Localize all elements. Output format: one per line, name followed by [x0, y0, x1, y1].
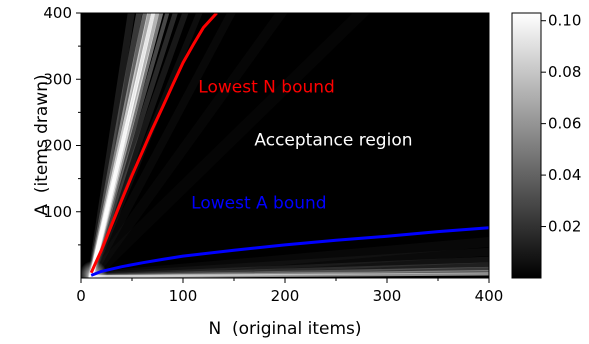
- x-axis: 0 100 200 300 400: [76, 278, 503, 305]
- heatmap-band: [87, 247, 489, 278]
- colorbar-tick-label: 0.02: [548, 218, 581, 236]
- colorbar: 0.02 0.04 0.06 0.08 0.10: [511, 12, 581, 279]
- y-tick-label: 200: [43, 137, 72, 155]
- colorbar-tick-label: 0.06: [548, 115, 581, 133]
- x-tick-label: 200: [271, 287, 300, 305]
- lowest-a-bound-line: [90, 226, 489, 277]
- heatmap-ridge: [87, 13, 135, 278]
- heatmap-band: [88, 256, 489, 278]
- heatmap-ridge: [88, 13, 178, 278]
- y-axis-label: A (items drawn): [32, 74, 52, 215]
- annotation-lowest-n-bound: Lowest N bound: [198, 78, 335, 98]
- colorbar-gradient: [511, 12, 542, 279]
- x-tick-label: 400: [475, 287, 504, 305]
- plot-area: Lowest N bound Acceptance region Lowest A …: [80, 12, 490, 279]
- heatmap-ridge: [89, 13, 160, 278]
- heatmap-band: [89, 266, 489, 278]
- heatmap-ridge: [89, 13, 164, 278]
- annotation-acceptance-region: Acceptance region: [254, 131, 412, 151]
- heatmap-ridge: [89, 13, 170, 278]
- y-tick-label: 300: [43, 70, 72, 88]
- lowest-n-bound-line: [89, 13, 218, 274]
- colorbar-tick-label: 0.10: [548, 12, 581, 30]
- annotations: Lowest N bound Acceptance region Lowest A …: [191, 78, 412, 214]
- colorbar-tick-label: 0.04: [548, 166, 581, 184]
- x-axis-label: N (original items): [209, 319, 362, 339]
- y-axis: 100 200 300 400: [43, 4, 81, 246]
- heatmap-band: [89, 269, 489, 278]
- colorbar-tick-label: 0.08: [548, 63, 581, 81]
- annotation-lowest-a-bound: Lowest A bound: [191, 193, 326, 213]
- colorbar-ticks: 0.02 0.04 0.06 0.08 0.10: [541, 12, 581, 236]
- heatmap-ridge: [88, 13, 189, 278]
- series-lines: [89, 13, 489, 277]
- x-tick-label: 0: [76, 287, 86, 305]
- y-tick-label: 100: [43, 203, 72, 221]
- heatmap-band: [89, 272, 489, 278]
- x-tick-label: 100: [169, 287, 198, 305]
- heatmap-band: [88, 262, 489, 278]
- x-tick-label: 300: [373, 287, 402, 305]
- y-tick-label: 400: [43, 4, 72, 22]
